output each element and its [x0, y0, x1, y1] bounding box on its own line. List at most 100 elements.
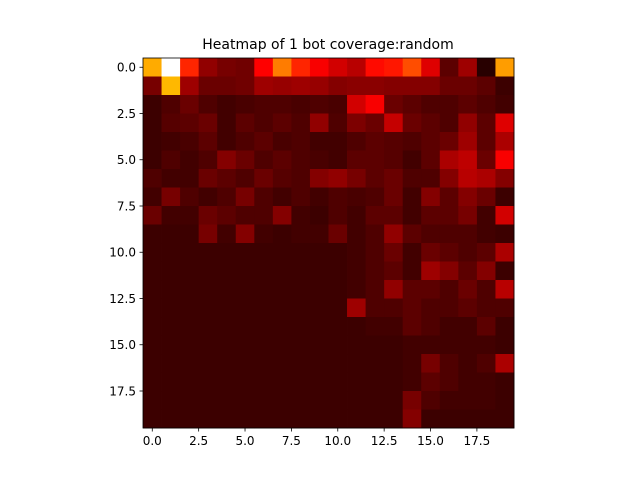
y-tick-label-5: 12.5 — [109, 292, 136, 306]
heatmap-cell-r13-c19 — [495, 298, 515, 318]
heatmap-cell-r10-c11 — [347, 243, 366, 262]
heatmap-cell-r8-c18 — [476, 206, 496, 225]
heatmap-cell-r18-c9 — [309, 391, 329, 410]
heatmap-cell-r9-c1 — [161, 224, 181, 244]
heatmap-cell-r18-c14 — [402, 391, 422, 410]
x-tick-label-3: 7.5 — [282, 434, 301, 448]
heatmap-cell-r15-c0 — [143, 335, 162, 355]
plot-frame — [142, 57, 515, 429]
heatmap-cell-r19-c17 — [458, 409, 478, 429]
heatmap-cell-r14-c17 — [458, 317, 478, 336]
heatmap-cell-r5-c19 — [495, 150, 515, 170]
heatmap-cell-r16-c11 — [347, 354, 366, 373]
heatmap-cell-r6-c6 — [254, 169, 274, 188]
heatmap-cell-r11-c15 — [421, 261, 441, 281]
heatmap-cell-r8-c16 — [439, 206, 459, 225]
heatmap-cell-r1-c15 — [421, 76, 441, 96]
heatmap-cell-r6-c4 — [217, 169, 237, 188]
heatmap-cell-r7-c8 — [291, 187, 311, 207]
heatmap-cell-r6-c1 — [161, 169, 181, 188]
heatmap-cell-r8-c2 — [180, 206, 200, 225]
heatmap-cell-r2-c6 — [254, 95, 274, 114]
heatmap-cell-r6-c18 — [476, 169, 496, 188]
heatmap-cell-r15-c18 — [476, 335, 496, 355]
heatmap-cell-r13-c13 — [384, 298, 404, 318]
heatmap-cell-r17-c19 — [495, 372, 515, 392]
heatmap-cell-r16-c6 — [254, 354, 274, 373]
heatmap-cell-r17-c3 — [198, 372, 218, 392]
heatmap-cell-r13-c5 — [235, 298, 255, 318]
heatmap-cell-r0-c4 — [217, 58, 237, 77]
heatmap-cell-r10-c6 — [254, 243, 274, 262]
heatmap-cell-r8-c6 — [254, 206, 274, 225]
heatmap-cell-r8-c5 — [235, 206, 255, 225]
heatmap-cell-r0-c12 — [365, 58, 385, 77]
heatmap-cell-r15-c2 — [180, 335, 200, 355]
heatmap-cell-r11-c2 — [180, 261, 200, 281]
heatmap-cell-r17-c18 — [476, 372, 496, 392]
heatmap-cell-r5-c5 — [235, 150, 255, 170]
heatmap-cell-r10-c17 — [458, 243, 478, 262]
heatmap-cell-r7-c18 — [476, 187, 496, 207]
heatmap-cell-r0-c3 — [198, 58, 218, 77]
heatmap-cell-r10-c5 — [235, 243, 255, 262]
heatmap-cell-r19-c1 — [161, 409, 181, 429]
heatmap-cell-r4-c6 — [254, 132, 274, 151]
heatmap-cell-r17-c13 — [384, 372, 404, 392]
heatmap-cell-r1-c7 — [272, 76, 292, 96]
heatmap-cell-r10-c7 — [272, 243, 292, 262]
heatmap-cell-r2-c8 — [291, 95, 311, 114]
heatmap-cell-r14-c13 — [384, 317, 404, 336]
heatmap-cell-r6-c5 — [235, 169, 255, 188]
heatmap-cell-r2-c5 — [235, 95, 255, 114]
x-tick-label-0: 0.0 — [143, 434, 162, 448]
heatmap-cell-r19-c12 — [365, 409, 385, 429]
heatmap-cell-r3-c8 — [291, 113, 311, 133]
heatmap-cell-r12-c17 — [458, 280, 478, 299]
heatmap-cell-r5-c17 — [458, 150, 478, 170]
heatmap-cell-r5-c7 — [272, 150, 292, 170]
heatmap-cell-r14-c9 — [309, 317, 329, 336]
heatmap-cell-r16-c8 — [291, 354, 311, 373]
y-tick-label-6: 15.0 — [109, 338, 136, 352]
heatmap-cell-r4-c12 — [365, 132, 385, 151]
heatmap-cell-r15-c5 — [235, 335, 255, 355]
heatmap-cell-r1-c8 — [291, 76, 311, 96]
heatmap-cell-r4-c11 — [347, 132, 366, 151]
heatmap-cell-r12-c12 — [365, 280, 385, 299]
heatmap-cell-r14-c14 — [402, 317, 422, 336]
heatmap-cell-r8-c4 — [217, 206, 237, 225]
heatmap-cell-r11-c16 — [439, 261, 459, 281]
heatmap-cell-r19-c15 — [421, 409, 441, 429]
heatmap-cell-r9-c3 — [198, 224, 218, 244]
heatmap-cell-r10-c2 — [180, 243, 200, 262]
heatmap-cell-r3-c17 — [458, 113, 478, 133]
heatmap-cell-r9-c15 — [421, 224, 441, 244]
heatmap-cell-r16-c10 — [328, 354, 348, 373]
heatmap-cell-r10-c4 — [217, 243, 237, 262]
heatmap-cell-r9-c14 — [402, 224, 422, 244]
heatmap-cell-r13-c14 — [402, 298, 422, 318]
heatmap-cell-r7-c15 — [421, 187, 441, 207]
heatmap-cell-r19-c7 — [272, 409, 292, 429]
heatmap-cell-r17-c12 — [365, 372, 385, 392]
heatmap-cell-r13-c11 — [347, 298, 366, 318]
heatmap-cell-r8-c19 — [495, 206, 515, 225]
heatmap-cell-r1-c10 — [328, 76, 348, 96]
heatmap-cell-r11-c5 — [235, 261, 255, 281]
heatmap-cell-r7-c5 — [235, 187, 255, 207]
heatmap-cell-r18-c11 — [347, 391, 366, 410]
heatmap-cell-r5-c12 — [365, 150, 385, 170]
heatmap-cell-r2-c0 — [143, 95, 162, 114]
heatmap-cell-r8-c7 — [272, 206, 292, 225]
heatmap-cell-r9-c11 — [347, 224, 366, 244]
heatmap-cell-r15-c1 — [161, 335, 181, 355]
heatmap-cell-r7-c13 — [384, 187, 404, 207]
y-tick-label-0: 0.0 — [117, 61, 136, 75]
x-tick-label-6: 15.0 — [417, 434, 444, 448]
heatmap-cell-r3-c13 — [384, 113, 404, 133]
x-tick-label-5: 12.5 — [371, 434, 398, 448]
heatmap-cell-r2-c12 — [365, 95, 385, 114]
heatmap-cell-r3-c7 — [272, 113, 292, 133]
heatmap-cell-r11-c3 — [198, 261, 218, 281]
